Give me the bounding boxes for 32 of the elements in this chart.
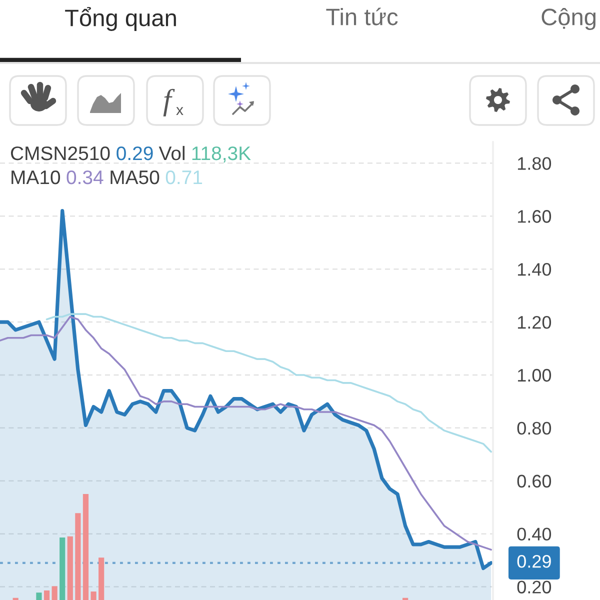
ref-line-label: 0.29 — [517, 555, 551, 568]
text: Cộng — [542, 8, 596, 30]
annotation: CMSN2510 — [10, 146, 110, 160]
bar — [90, 592, 96, 600]
y-tick-label: 0.60 — [517, 474, 552, 488]
bar — [36, 592, 42, 600]
bar — [44, 590, 50, 600]
text: Tổng quan — [65, 7, 176, 31]
y-tick-label: 1.60 — [518, 210, 552, 223]
annotation: MA50 — [110, 170, 160, 184]
annotation: Vol — [158, 146, 184, 160]
bar — [52, 586, 58, 600]
y-tick-label: 1.80 — [518, 157, 552, 170]
line-series — [0, 316, 492, 551]
y-tick-label: 0.80 — [517, 422, 552, 435]
annotation: 0.71 — [166, 170, 202, 184]
y-tick-label: 0.40 — [517, 528, 552, 541]
annotation: 118,3K — [192, 146, 251, 163]
annotation: MA10 — [12, 170, 60, 184]
annotation: 0.34 — [66, 170, 104, 184]
bar — [82, 494, 89, 600]
text: Tin tức — [326, 8, 398, 26]
bar — [98, 558, 104, 600]
y-tick-label: 1.40 — [518, 263, 552, 276]
annotation: 0.29 — [116, 146, 153, 160]
y-tick-label: 0.20 — [517, 580, 552, 594]
y-tick-label: 1.00 — [518, 368, 552, 382]
bar — [67, 536, 73, 600]
line-series — [46, 313, 492, 453]
bar — [60, 537, 66, 600]
y-tick-label: 1.20 — [518, 316, 552, 329]
bar — [75, 513, 81, 600]
